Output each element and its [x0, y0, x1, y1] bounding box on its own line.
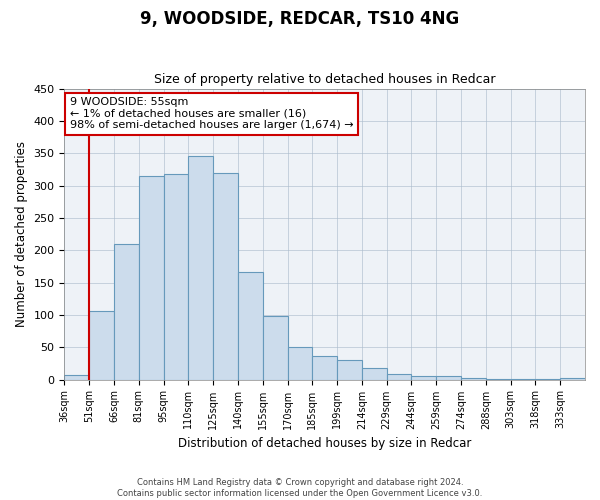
Text: 9 WOODSIDE: 55sqm
← 1% of detached houses are smaller (16)
98% of semi-detached : 9 WOODSIDE: 55sqm ← 1% of detached house…: [70, 98, 353, 130]
Bar: [188, 156, 213, 380]
Bar: [89, 311, 114, 380]
Text: Contains HM Land Registry data © Crown copyright and database right 2024.
Contai: Contains HM Land Registry data © Crown c…: [118, 478, 482, 498]
X-axis label: Distribution of detached houses by size in Redcar: Distribution of detached houses by size …: [178, 437, 472, 450]
Bar: [313, 356, 337, 380]
Bar: [114, 244, 139, 380]
Bar: [535, 379, 560, 380]
Bar: [164, 174, 188, 380]
Bar: [412, 376, 436, 380]
Bar: [238, 272, 263, 380]
Bar: [486, 379, 511, 380]
Bar: [337, 360, 362, 380]
Bar: [64, 375, 89, 380]
Bar: [386, 374, 412, 380]
Bar: [287, 347, 313, 380]
Text: 9, WOODSIDE, REDCAR, TS10 4NG: 9, WOODSIDE, REDCAR, TS10 4NG: [140, 10, 460, 28]
Title: Size of property relative to detached houses in Redcar: Size of property relative to detached ho…: [154, 73, 496, 86]
Bar: [461, 378, 486, 380]
Bar: [560, 378, 585, 380]
Bar: [139, 176, 164, 380]
Bar: [362, 368, 386, 380]
Y-axis label: Number of detached properties: Number of detached properties: [15, 141, 28, 327]
Bar: [436, 376, 461, 380]
Bar: [263, 316, 287, 380]
Bar: [511, 379, 535, 380]
Bar: [213, 174, 238, 380]
